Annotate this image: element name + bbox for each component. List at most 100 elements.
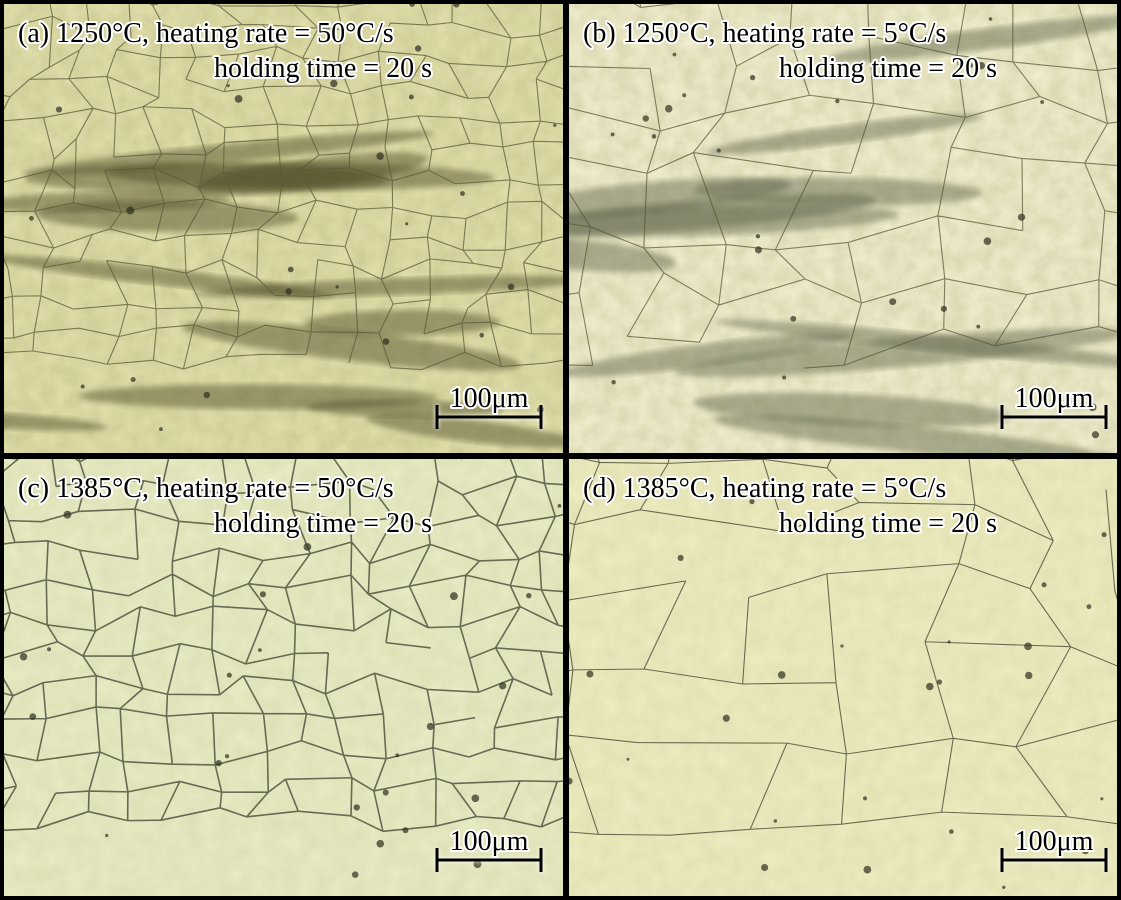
pore [756,234,760,238]
pore [215,760,221,766]
pore [626,758,629,761]
pore [131,377,136,382]
pore [937,679,942,684]
pore [723,715,730,722]
scale-bar-label: 100μm [450,383,529,414]
pore [508,284,515,291]
pore [678,555,684,561]
pore [29,713,36,720]
pore [782,375,786,379]
pore [409,95,414,100]
panel-note: holding time = 20 s [779,53,997,84]
pore [761,864,768,871]
pore [460,191,465,196]
pore [105,834,108,837]
pore [415,45,421,51]
pore [643,115,649,121]
pore [402,827,408,833]
pore [471,794,479,802]
pore [553,124,556,127]
pore [1024,642,1032,650]
panel-label: (a) 1250°C, heating rate = 50°C/s [18,18,394,49]
pore [225,754,229,758]
pore [405,222,408,225]
pore [889,298,896,305]
pore [1040,100,1044,104]
pore [1018,214,1025,221]
pore [383,789,389,795]
pore [526,593,531,598]
panel-label: (d) 1385°C, heating rate = 5°C/s [583,473,946,504]
pore [395,753,399,757]
pore [941,306,947,312]
pore [717,148,721,152]
pore [288,267,294,273]
pore [450,592,458,600]
pore [383,338,390,345]
pore [863,866,871,874]
pore [835,99,839,103]
pore [81,384,85,388]
pore [1002,886,1005,889]
pore [285,288,292,295]
pore [260,591,266,597]
scale-bar-label: 100μm [1015,826,1094,857]
pore [665,105,673,113]
pore [673,53,677,57]
pore [949,829,954,834]
pore [126,206,134,214]
pore [948,640,951,643]
panel-label: (b) 1250°C, heating rate = 5°C/s [583,18,946,49]
pore [56,106,62,112]
pore [1092,431,1099,438]
pore [840,644,843,647]
pore [778,671,786,679]
pore [227,673,232,678]
pore [790,316,796,322]
pore [755,246,762,253]
pore [611,380,616,385]
pore [376,840,384,848]
pore [258,648,262,652]
pore [499,682,506,689]
pore [984,237,992,245]
pore [863,796,867,800]
pore [335,285,338,288]
pore [774,819,777,822]
pore [64,511,72,519]
pore [750,75,755,80]
pore [352,871,359,878]
pore [1102,532,1107,537]
pore [29,216,34,221]
pore [989,17,993,21]
panel-label: (c) 1385°C, heating rate = 50°C/s [18,473,394,504]
pore [20,653,28,661]
pore [427,723,434,730]
pore [1100,797,1103,800]
panel-note: holding time = 20 s [214,53,432,84]
pore [1025,672,1032,679]
pore [1042,582,1047,587]
scale-bar-label: 100μm [450,826,529,857]
pore [47,647,51,651]
pore [235,95,243,103]
pore [611,132,615,136]
pore [376,152,383,159]
pore [586,670,593,677]
pore [558,504,562,508]
pore [203,392,210,399]
panel-note: holding time = 20 s [779,508,997,539]
pore [682,93,686,97]
pore [303,543,311,551]
pore [1087,604,1092,609]
pore [159,427,163,431]
panel-note: holding time = 20 s [214,508,432,539]
pore [976,325,980,329]
figure: (a) 1250°C, heating rate = 50°C/s holding… [0,0,1121,900]
scale-bar-label: 100μm [1015,383,1094,414]
pore [479,333,484,338]
pore [227,84,230,87]
pore [652,134,656,138]
pore [354,804,360,810]
pore [926,683,934,691]
